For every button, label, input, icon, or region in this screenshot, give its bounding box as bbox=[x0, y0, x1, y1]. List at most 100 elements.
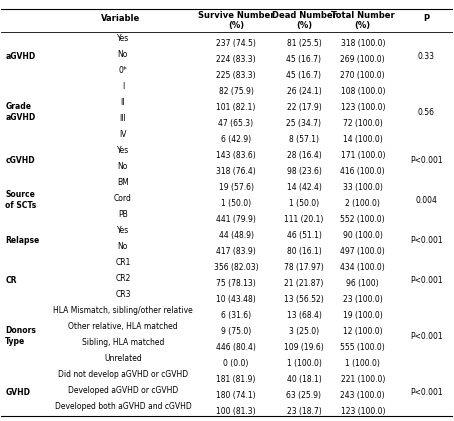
Text: 497 (100.0): 497 (100.0) bbox=[340, 247, 385, 256]
Text: Survive Number
(%): Survive Number (%) bbox=[198, 11, 274, 30]
Text: No: No bbox=[118, 242, 128, 251]
Text: 1 (50.0): 1 (50.0) bbox=[289, 199, 319, 208]
Text: 123 (100.0): 123 (100.0) bbox=[340, 407, 385, 416]
Text: 12 (100.0): 12 (100.0) bbox=[343, 327, 383, 336]
Text: 6 (42.9): 6 (42.9) bbox=[221, 135, 251, 144]
Text: GVHD: GVHD bbox=[5, 388, 30, 397]
Text: 552 (100.0): 552 (100.0) bbox=[340, 215, 385, 224]
Text: 19 (57.6): 19 (57.6) bbox=[218, 183, 253, 192]
Text: 78 (17.97): 78 (17.97) bbox=[284, 263, 324, 272]
Text: 28 (16.4): 28 (16.4) bbox=[286, 151, 321, 160]
Text: 123 (100.0): 123 (100.0) bbox=[340, 103, 385, 112]
Text: P: P bbox=[423, 14, 429, 23]
Text: No: No bbox=[118, 162, 128, 171]
Text: Total Number
(%): Total Number (%) bbox=[331, 11, 395, 30]
Text: I: I bbox=[122, 82, 124, 91]
Text: Yes: Yes bbox=[117, 146, 129, 155]
Text: 446 (80.4): 446 (80.4) bbox=[216, 343, 256, 352]
Text: 8 (57.1): 8 (57.1) bbox=[289, 135, 319, 144]
Text: 2 (100.0): 2 (100.0) bbox=[345, 199, 380, 208]
Text: 46 (51.1): 46 (51.1) bbox=[286, 231, 321, 240]
Text: 72 (100.0): 72 (100.0) bbox=[343, 119, 383, 128]
Text: 143 (83.6): 143 (83.6) bbox=[216, 151, 256, 160]
Text: 14 (42.4): 14 (42.4) bbox=[286, 183, 321, 192]
Text: 171 (100.0): 171 (100.0) bbox=[340, 151, 385, 160]
Text: 44 (48.9): 44 (48.9) bbox=[218, 231, 253, 240]
Text: 111 (20.1): 111 (20.1) bbox=[284, 215, 324, 224]
Text: CR1: CR1 bbox=[115, 258, 131, 267]
Text: 180 (74.1): 180 (74.1) bbox=[216, 391, 256, 400]
Text: Grade
aGVHD: Grade aGVHD bbox=[5, 102, 35, 122]
Text: Unrelated: Unrelated bbox=[104, 354, 142, 363]
Text: CR3: CR3 bbox=[115, 290, 131, 299]
Text: 243 (100.0): 243 (100.0) bbox=[340, 391, 385, 400]
Text: 6 (31.6): 6 (31.6) bbox=[221, 311, 251, 320]
Text: BM: BM bbox=[117, 178, 129, 187]
Text: 0.33: 0.33 bbox=[418, 52, 434, 61]
Text: 80 (16.1): 80 (16.1) bbox=[286, 247, 321, 256]
Text: 318 (76.4): 318 (76.4) bbox=[216, 167, 256, 176]
Text: 63 (25.9): 63 (25.9) bbox=[286, 391, 321, 400]
Text: Developed aGVHD or cGVHD: Developed aGVHD or cGVHD bbox=[68, 386, 178, 395]
Text: 1 (100.0): 1 (100.0) bbox=[345, 359, 380, 368]
Text: 96 (100): 96 (100) bbox=[346, 279, 379, 288]
Text: Dead Number
(%): Dead Number (%) bbox=[271, 11, 336, 30]
Text: P<0.001: P<0.001 bbox=[410, 156, 443, 165]
Text: 19 (100.0): 19 (100.0) bbox=[343, 311, 383, 320]
Text: CR2: CR2 bbox=[115, 274, 131, 283]
Text: 181 (81.9): 181 (81.9) bbox=[217, 375, 256, 384]
Text: 1 (100.0): 1 (100.0) bbox=[286, 359, 321, 368]
Text: 22 (17.9): 22 (17.9) bbox=[286, 103, 321, 112]
Text: 13 (56.52): 13 (56.52) bbox=[284, 295, 324, 304]
Text: IV: IV bbox=[119, 130, 127, 139]
Text: Relapse: Relapse bbox=[5, 236, 39, 245]
Text: 434 (100.0): 434 (100.0) bbox=[340, 263, 385, 272]
Text: 90 (100.0): 90 (100.0) bbox=[343, 231, 383, 240]
Text: P<0.001: P<0.001 bbox=[410, 236, 443, 245]
Text: 21 (21.87): 21 (21.87) bbox=[284, 279, 324, 288]
Text: 0 (0.0): 0 (0.0) bbox=[223, 359, 249, 368]
Text: 225 (83.3): 225 (83.3) bbox=[216, 71, 256, 80]
Text: 9 (75.0): 9 (75.0) bbox=[221, 327, 251, 336]
Text: 26 (24.1): 26 (24.1) bbox=[286, 87, 321, 96]
Text: 356 (82.03): 356 (82.03) bbox=[214, 263, 258, 272]
Text: 47 (65.3): 47 (65.3) bbox=[218, 119, 254, 128]
Text: Yes: Yes bbox=[117, 226, 129, 235]
Text: 101 (82.1): 101 (82.1) bbox=[217, 103, 256, 112]
Text: 25 (34.7): 25 (34.7) bbox=[286, 119, 321, 128]
Text: HLA Mismatch, sibling/other relative: HLA Mismatch, sibling/other relative bbox=[53, 306, 193, 315]
Text: 109 (19.6): 109 (19.6) bbox=[284, 343, 324, 352]
Text: Cord: Cord bbox=[114, 194, 132, 203]
Text: 417 (83.9): 417 (83.9) bbox=[216, 247, 256, 256]
Text: P<0.001: P<0.001 bbox=[410, 332, 443, 341]
Text: 23 (100.0): 23 (100.0) bbox=[343, 295, 383, 304]
Text: 33 (100.0): 33 (100.0) bbox=[343, 183, 383, 192]
Text: 270 (100.0): 270 (100.0) bbox=[340, 71, 385, 80]
Text: 224 (83.3): 224 (83.3) bbox=[216, 55, 256, 64]
Text: Other relative, HLA matched: Other relative, HLA matched bbox=[68, 322, 178, 331]
Text: II: II bbox=[121, 98, 125, 107]
Text: III: III bbox=[119, 114, 126, 123]
Text: 10 (43.48): 10 (43.48) bbox=[216, 295, 256, 304]
Text: Sibling, HLA matched: Sibling, HLA matched bbox=[82, 338, 164, 347]
Text: PB: PB bbox=[118, 210, 128, 219]
Text: P<0.001: P<0.001 bbox=[410, 388, 443, 397]
Text: 45 (16.7): 45 (16.7) bbox=[286, 55, 321, 64]
Text: 416 (100.0): 416 (100.0) bbox=[340, 167, 385, 176]
Text: 108 (100.0): 108 (100.0) bbox=[340, 87, 385, 96]
Text: Donors
Type: Donors Type bbox=[5, 326, 36, 346]
Text: Developed both aGVHD and cGVHD: Developed both aGVHD and cGVHD bbox=[54, 402, 191, 411]
Text: CR: CR bbox=[5, 276, 17, 285]
Text: 0.56: 0.56 bbox=[418, 108, 434, 117]
Text: No: No bbox=[118, 50, 128, 59]
Text: 81 (25.5): 81 (25.5) bbox=[286, 39, 321, 48]
Text: cGVHD: cGVHD bbox=[5, 156, 35, 165]
Text: 441 (79.9): 441 (79.9) bbox=[216, 215, 256, 224]
Text: 221 (100.0): 221 (100.0) bbox=[340, 375, 385, 384]
Text: 75 (78.13): 75 (78.13) bbox=[216, 279, 256, 288]
Text: 237 (74.5): 237 (74.5) bbox=[216, 39, 256, 48]
Text: Yes: Yes bbox=[117, 34, 129, 43]
Text: 269 (100.0): 269 (100.0) bbox=[340, 55, 385, 64]
Text: Did not develop aGVHD or cGVHD: Did not develop aGVHD or cGVHD bbox=[58, 370, 188, 379]
Text: Source
of SCTs: Source of SCTs bbox=[5, 190, 36, 210]
